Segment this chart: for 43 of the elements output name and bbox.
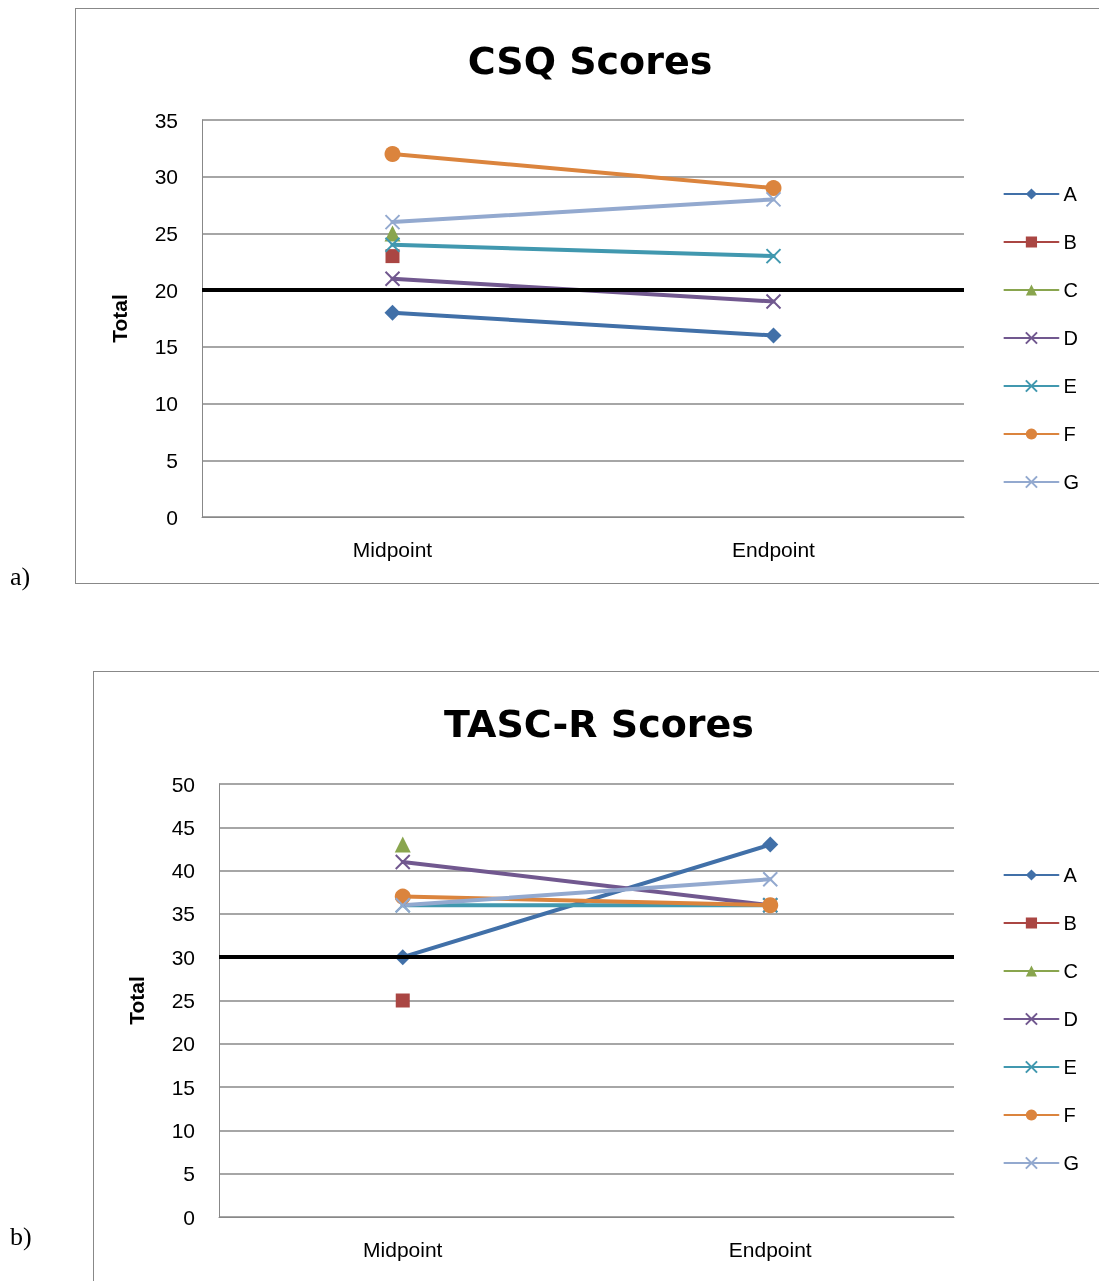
text: b) xyxy=(10,1222,32,1252)
y-tick-label: 25 xyxy=(154,221,178,245)
legend-label: F xyxy=(1063,423,1076,445)
y-axis-title: Total xyxy=(125,976,148,1025)
legend-label: F xyxy=(1063,1104,1076,1126)
y-tick-label: 10 xyxy=(171,1118,195,1142)
y-tick-label: 40 xyxy=(171,859,195,883)
y-tick-label: 25 xyxy=(171,989,195,1012)
legend-label: C xyxy=(1063,279,1078,301)
legend-label: D xyxy=(1063,1008,1078,1030)
y-tick-label: 10 xyxy=(154,392,178,416)
x-tick-label: Endpoint xyxy=(732,538,816,561)
y-tick-label: 20 xyxy=(154,278,178,302)
legend-label: A xyxy=(1063,864,1078,886)
y-tick-label: 20 xyxy=(171,1032,195,1056)
y-tick-label: 30 xyxy=(154,165,178,189)
y-tick-label: 5 xyxy=(166,448,178,472)
legend-label: C xyxy=(1063,960,1078,982)
y-tick-label: 0 xyxy=(166,505,178,529)
legend-label: D xyxy=(1063,327,1078,349)
x-tick-label: Endpoint xyxy=(728,1238,812,1261)
y-tick-label: 35 xyxy=(171,902,195,926)
y-axis-title: Total xyxy=(108,294,131,343)
y-tick-label: 45 xyxy=(171,815,195,839)
legend-label: G xyxy=(1063,471,1080,493)
x-tick-label: Midpoint xyxy=(363,1238,443,1261)
chart-title: CSQ Scores xyxy=(467,39,713,83)
legend-label: B xyxy=(1063,231,1077,253)
y-tick-label: 35 xyxy=(154,108,178,132)
legend-label: E xyxy=(1063,1056,1077,1078)
y-tick-label: 15 xyxy=(171,1075,195,1099)
legend-label: E xyxy=(1063,375,1077,397)
y-tick-label: 30 xyxy=(171,945,195,969)
legend-label: G xyxy=(1063,1152,1080,1174)
legend-label: A xyxy=(1063,183,1078,205)
text: a) xyxy=(10,562,31,592)
chart-title: TASC-R Scores xyxy=(444,702,754,746)
legend-label: B xyxy=(1063,912,1077,934)
x-tick-label: Midpoint xyxy=(352,538,433,561)
y-tick-label: 15 xyxy=(154,335,178,359)
y-tick-label: 0 xyxy=(183,1205,195,1229)
y-tick-label: 5 xyxy=(183,1162,195,1186)
y-tick-label: 50 xyxy=(171,772,195,796)
